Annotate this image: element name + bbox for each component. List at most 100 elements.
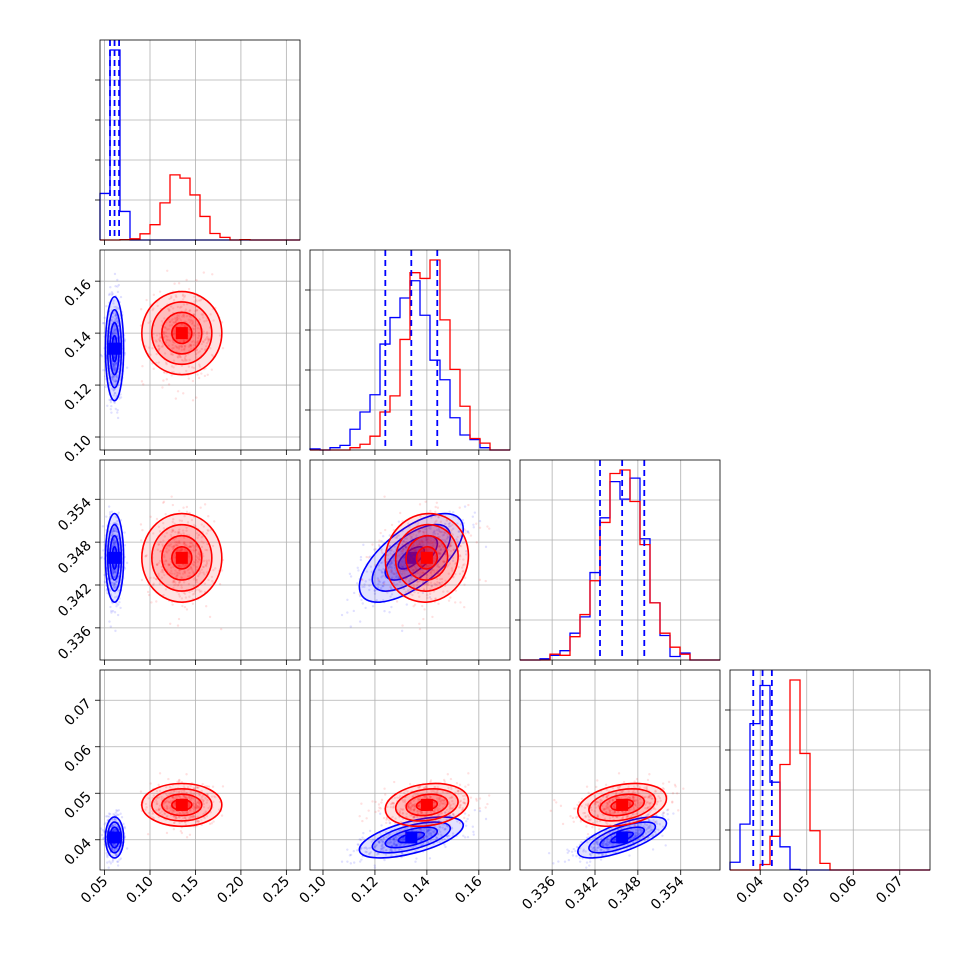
point: [169, 339, 172, 342]
point: [382, 836, 386, 839]
point: [407, 557, 410, 561]
point: [399, 821, 403, 824]
point: [431, 541, 435, 544]
point: [178, 306, 182, 309]
point: [415, 568, 419, 571]
point: [422, 617, 425, 621]
point: [438, 825, 441, 829]
point: [431, 820, 435, 824]
point: [416, 809, 420, 813]
point: [368, 578, 371, 581]
point: [457, 789, 460, 793]
point: [195, 341, 199, 344]
point: [158, 339, 162, 342]
point: [425, 593, 429, 597]
point: [380, 576, 383, 579]
point: [434, 597, 437, 601]
point: [648, 830, 652, 833]
point: [382, 567, 385, 571]
point: [448, 522, 452, 525]
point: [390, 569, 394, 573]
point: [113, 369, 117, 372]
point: [552, 862, 555, 865]
point: [173, 810, 176, 813]
point: [433, 582, 436, 585]
point: [407, 524, 410, 528]
point: [418, 529, 422, 533]
point: [423, 608, 426, 611]
point: [210, 353, 214, 357]
point: [605, 839, 609, 843]
point: [110, 319, 113, 322]
point: [184, 354, 188, 357]
point: [177, 282, 181, 285]
point: [193, 815, 197, 819]
point: [195, 588, 198, 591]
point: [114, 366, 117, 369]
point: [388, 611, 391, 614]
point: [113, 828, 117, 832]
point: [427, 583, 430, 587]
point: [198, 533, 201, 536]
point: [167, 800, 170, 804]
point: [436, 506, 440, 509]
point: [206, 799, 209, 802]
point: [379, 531, 382, 535]
point: [436, 545, 439, 548]
point: [111, 527, 115, 531]
point: [113, 596, 117, 599]
point: [436, 786, 440, 789]
point: [643, 839, 646, 842]
point: [578, 860, 582, 863]
point: [365, 850, 368, 854]
point: [631, 836, 634, 840]
point: [165, 550, 168, 553]
point: [422, 829, 426, 832]
point: [438, 552, 441, 555]
point: [193, 792, 196, 795]
point: [112, 366, 115, 370]
point: [116, 813, 119, 816]
point: [448, 544, 451, 548]
point: [413, 804, 416, 807]
point: [202, 799, 205, 803]
point: [195, 532, 199, 535]
point: [164, 560, 168, 563]
point: [352, 609, 355, 613]
point: [589, 853, 592, 856]
point: [451, 832, 455, 835]
point: [195, 348, 198, 352]
point: [174, 815, 177, 819]
point: [391, 801, 394, 805]
point: [396, 583, 399, 586]
point: [197, 376, 201, 380]
point: [597, 840, 600, 843]
point: [195, 819, 198, 823]
point: [629, 833, 632, 836]
point: [182, 359, 185, 363]
point: [188, 556, 191, 559]
point: [359, 838, 363, 842]
point: [463, 505, 467, 508]
point: [154, 577, 158, 581]
point: [374, 800, 377, 804]
point: [460, 566, 464, 569]
point: [599, 858, 603, 861]
point: [394, 575, 398, 579]
point: [183, 789, 186, 793]
point: [161, 569, 164, 572]
point: [151, 812, 154, 816]
point: [161, 571, 165, 574]
point: [192, 787, 195, 790]
point: [206, 542, 209, 546]
point: [634, 834, 637, 837]
point: [195, 555, 198, 558]
point: [377, 803, 381, 806]
point: [606, 841, 609, 845]
point: [192, 814, 196, 817]
point: [368, 829, 372, 833]
point: [378, 580, 382, 583]
point: [413, 548, 416, 552]
point: [432, 530, 436, 534]
point: [356, 566, 359, 570]
